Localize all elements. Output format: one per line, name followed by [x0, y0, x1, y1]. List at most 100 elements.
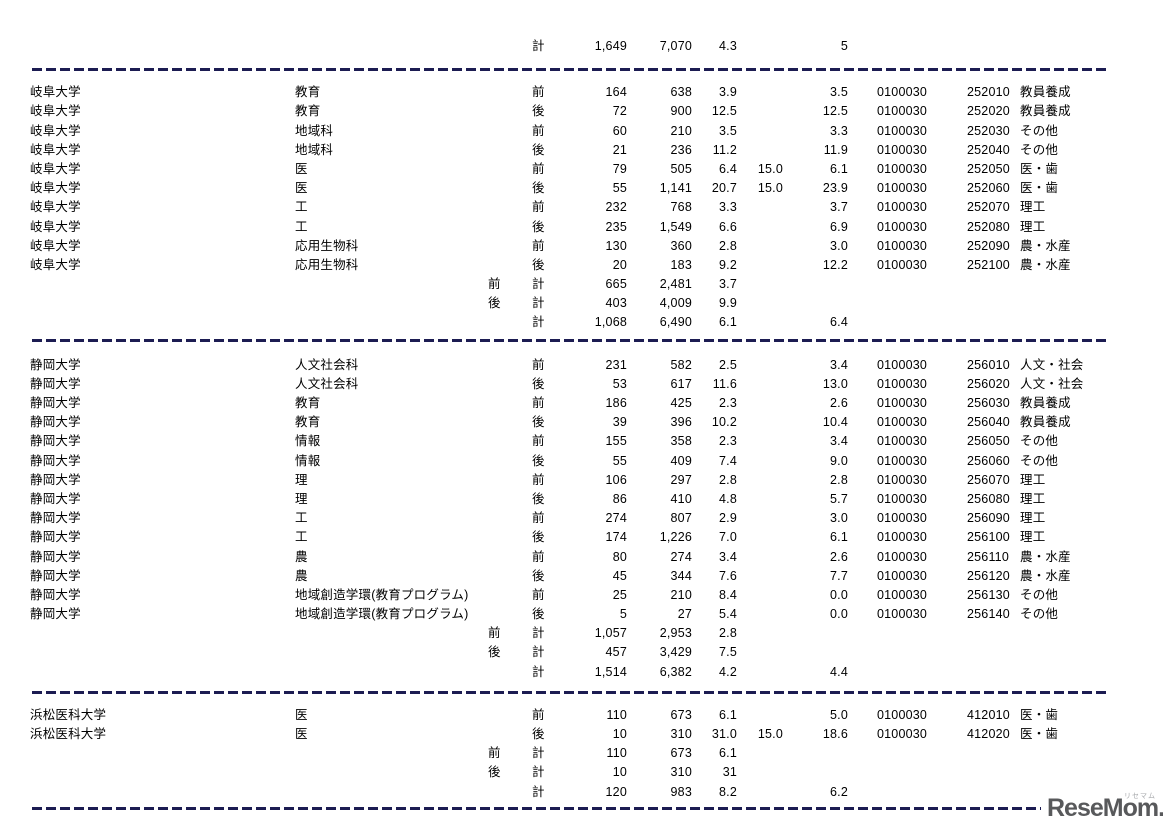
ratio-cell: 6.1: [719, 707, 737, 722]
faculty-cell: 教育: [295, 396, 321, 410]
faculty-cell: 応用生物科: [295, 257, 359, 272]
department-code-cell: 256030: [967, 396, 1010, 410]
recruit-count-cell: 72: [612, 104, 627, 119]
recruit-count-cell: 235: [605, 219, 627, 234]
category-cell: 教員養成: [1020, 104, 1071, 119]
stage-cell: 計: [532, 315, 545, 330]
applicant-count-cell: 505: [670, 161, 692, 176]
recruit-count-cell: 110: [606, 707, 627, 722]
ratio-cell: 2.8: [719, 238, 737, 253]
stage-cell: 計: [532, 277, 545, 292]
cap-ratio-cell: 15.0: [757, 161, 783, 176]
department-code-cell: 252100: [967, 257, 1010, 272]
applicant-count-cell: 768: [670, 200, 692, 215]
ratio-cell: 7.5: [719, 645, 737, 660]
previous-ratio-cell: 10.4: [822, 415, 848, 430]
previous-ratio-cell: 6.1: [830, 161, 848, 176]
grand-total-block: 計 1,649 7,070 4.3 5: [0, 37, 1163, 56]
university-cell: 岐阜大学: [30, 104, 81, 119]
previous-ratio-cell: 3.0: [830, 511, 848, 526]
category-cell: 教員養成: [1020, 396, 1071, 410]
previous-ratio-cell: 9.0: [830, 453, 848, 468]
university-code-cell: 0100030: [877, 104, 928, 119]
stage-cell: 前: [532, 161, 545, 176]
previous-ratio-cell: 3.4: [830, 357, 848, 372]
faculty-cell: 農: [295, 568, 308, 583]
applicant-count-cell: 1,226: [659, 530, 692, 545]
faculty-cell: 理: [295, 491, 308, 506]
faculty-cell: 応用生物科: [295, 238, 359, 253]
stage-cell: 後: [532, 104, 545, 119]
stage-cell: 後: [532, 415, 545, 430]
department-code-cell: 252040: [967, 142, 1010, 157]
applicant-count-cell: 274: [670, 549, 692, 564]
stage-cell: 後: [532, 491, 545, 506]
ratio-cell: 12.5: [711, 104, 737, 119]
stage-cell: 前: [532, 85, 545, 100]
university-code-cell: 0100030: [877, 142, 928, 157]
previous-ratio-cell: 12.2: [822, 257, 848, 272]
applicant-count-cell: 310: [670, 765, 692, 780]
stage-cell: 前: [532, 123, 545, 138]
previous-ratio-cell: 6.4: [830, 315, 848, 330]
stage-cell: 前: [532, 396, 545, 410]
faculty-cell: 情報: [295, 434, 321, 449]
table-row: 前 計 665 2,481 3.7: [0, 275, 1163, 294]
department-code-cell: 256090: [967, 511, 1010, 526]
ratio-cell: 4.3: [719, 39, 737, 53]
table-row: 後 計 403 4,009 9.9: [0, 294, 1163, 313]
department-code-cell: 252060: [967, 181, 1010, 196]
category-cell: 医・歯: [1020, 181, 1059, 196]
university-cell: 岐阜大学: [30, 238, 81, 253]
ratio-cell: 2.9: [719, 511, 737, 526]
faculty-cell: 教育: [295, 85, 321, 100]
category-cell: その他: [1020, 453, 1059, 468]
ratio-cell: 4.2: [719, 664, 737, 679]
category-cell: 理工: [1020, 219, 1046, 234]
table-row: 静岡大学 教育 前 186 425 2.3 2.6 0100030 256030…: [0, 394, 1163, 413]
ratio-cell: 11.2: [712, 142, 737, 157]
university-code-cell: 0100030: [877, 376, 928, 391]
ratio-cell: 11.6: [712, 376, 737, 391]
stage-cell: 後: [532, 142, 545, 157]
table-row: 静岡大学 人文社会科 後 53 617 11.6 13.0 0100030 25…: [0, 375, 1163, 394]
applicant-count-cell: 3,429: [659, 645, 692, 660]
university-cell: 静岡大学: [30, 434, 81, 449]
department-code-cell: 412010: [967, 707, 1010, 722]
table-row: 計 1,068 6,490 6.1 6.4: [0, 313, 1163, 332]
recruit-count-cell: 1,649: [594, 39, 627, 53]
table-row: 岐阜大学 応用生物科 前 130 360 2.8 3.0 0100030 252…: [0, 237, 1163, 256]
category-cell: 人文・社会: [1020, 357, 1084, 372]
ratio-cell: 20.7: [711, 181, 737, 196]
schedule-label-cell: 前: [488, 746, 501, 761]
department-code-cell: 256130: [967, 587, 1010, 602]
table-row: 浜松医科大学 医 前 110 673 6.1 5.0 0100030 41201…: [0, 706, 1163, 725]
recruit-count-cell: 80: [612, 549, 627, 564]
applicant-count-cell: 297: [670, 472, 692, 487]
department-code-cell: 256070: [967, 472, 1010, 487]
applicant-count-cell: 582: [670, 357, 692, 372]
category-cell: その他: [1020, 123, 1059, 138]
department-code-cell: 256060: [967, 453, 1010, 468]
table-row: 岐阜大学 教育 前 164 638 3.9 3.5 0100030 252010…: [0, 83, 1163, 102]
faculty-cell: 教育: [295, 104, 321, 119]
category-cell: 農・水産: [1020, 568, 1071, 583]
table-row: 静岡大学 工 後 174 1,226 7.0 6.1 0100030 25610…: [0, 528, 1163, 547]
ratio-cell: 9.9: [719, 296, 737, 311]
stage-cell: 後: [532, 530, 545, 545]
previous-ratio-cell: 3.7: [830, 200, 848, 215]
university-cell: 静岡大学: [30, 357, 81, 372]
university-code-cell: 0100030: [877, 357, 928, 372]
cap-ratio-cell: 15.0: [757, 727, 783, 741]
recruit-count-cell: 10: [612, 765, 627, 780]
stage-cell: 後: [532, 376, 545, 391]
recruit-count-cell: 457: [605, 645, 627, 660]
category-cell: 農・水産: [1020, 238, 1071, 253]
university-code-cell: 0100030: [877, 549, 928, 564]
university-cell: 静岡大学: [30, 530, 81, 545]
ratio-cell: 3.3: [719, 200, 737, 215]
department-code-cell: 412020: [967, 727, 1010, 741]
applicant-count-cell: 236: [670, 142, 692, 157]
previous-ratio-cell: 4.4: [830, 664, 848, 679]
applicant-count-cell: 310: [670, 727, 692, 741]
